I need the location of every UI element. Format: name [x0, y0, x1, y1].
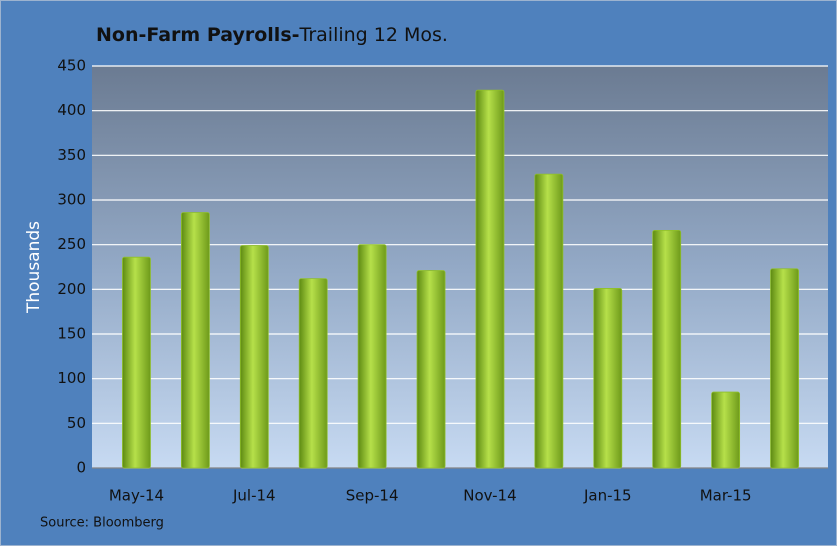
y-tick-label: 250 [57, 235, 86, 253]
bar [357, 244, 387, 469]
bar [298, 278, 328, 469]
x-tick-label: Jan-15 [583, 487, 632, 505]
y-tick-label: 200 [57, 280, 86, 298]
x-tick-label: Jul-14 [232, 487, 276, 505]
title-bold: Non-Farm Payrolls- [96, 24, 300, 46]
y-tick-label: 300 [57, 191, 86, 209]
x-tick-label: May-14 [109, 487, 164, 505]
y-tick-label: 450 [57, 57, 86, 75]
title-rest: Trailing 12 Mos. [299, 24, 448, 46]
plot-area [92, 66, 828, 468]
y-tick-label: 50 [67, 414, 86, 432]
bar [122, 256, 151, 469]
y-tick-label: 100 [57, 369, 86, 387]
y-tick-label: 350 [57, 146, 86, 164]
bar [770, 268, 799, 469]
bar [239, 245, 269, 469]
y-axis-label: Thousands [24, 221, 44, 314]
bar [534, 173, 564, 469]
y-tick-label: 400 [57, 101, 86, 119]
y-tick-label: 0 [76, 459, 86, 477]
x-tick-label: Sep-14 [346, 487, 399, 505]
source: Source: Bloomberg [40, 516, 164, 531]
chart-title: Non-Farm Payrolls-Trailing 12 Mos. [96, 24, 448, 46]
bar [475, 89, 505, 469]
bar [711, 391, 741, 469]
y-tick-label: 150 [57, 325, 86, 343]
bar [593, 288, 623, 469]
x-tick-label: Mar-15 [700, 487, 752, 505]
bar [652, 229, 682, 469]
x-tick-label: Nov-14 [463, 487, 516, 505]
bar [416, 270, 446, 469]
bar [180, 212, 210, 469]
